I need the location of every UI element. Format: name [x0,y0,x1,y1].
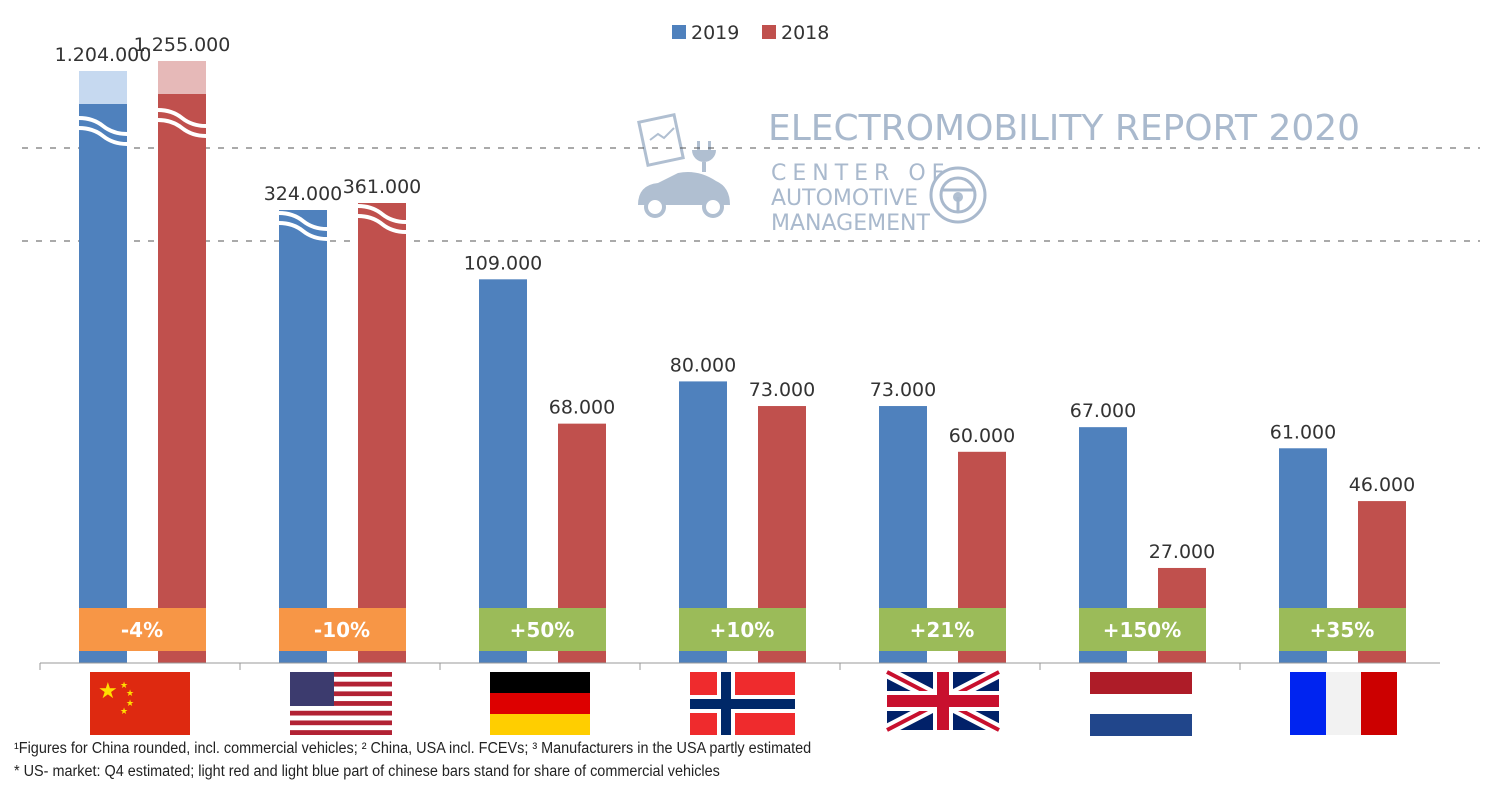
axis-break-mark [278,221,328,241]
bar-2018-china [158,61,206,663]
growth-badge [479,608,606,651]
svg-text:★: ★ [126,689,134,699]
growth-label: +35% [1310,618,1375,642]
growth-label: +10% [710,618,775,642]
svg-text:★: ★ [126,699,134,709]
growth-badge [679,608,806,651]
flag-china-icon: ★ ★★★★ [90,672,190,735]
logo-title: ELECTROMOBILITY REPORT 2020 [768,108,1360,149]
flag-france-icon [1290,672,1397,735]
svg-text:★: ★ [98,679,118,704]
data-label: 109.000 [464,252,543,274]
growth-badge [79,608,206,651]
growth-badge [879,608,1006,651]
growth-badge [1279,608,1406,651]
data-label: 1.204.000 [55,44,152,66]
data-label: 1.255.000 [134,34,231,56]
commercial-vehicles-share [158,61,206,94]
flag-usa-icon [290,672,392,735]
legend-label-2019: 2019 [691,22,739,44]
bar-2018-usa [358,203,406,663]
data-label: 46.000 [1349,474,1415,496]
bar-2019-china [79,71,127,663]
axis-break-mark [357,214,407,234]
growth-label: -10% [314,618,370,642]
flag-norway-icon [690,672,795,735]
flag-germany-icon [490,672,590,735]
data-label: 324.000 [264,183,343,205]
data-label: 67.000 [1070,400,1136,422]
data-label: 73.000 [749,379,815,401]
bar-2019-usa [279,210,327,663]
data-label: 27.000 [1149,541,1215,563]
legend-swatch-2018 [762,25,776,39]
svg-text:★: ★ [120,681,128,691]
growth-label: -4% [121,618,163,642]
steering-wheel-icon [929,166,987,224]
footnote-2: * US- market: Q4 estimated; light red an… [14,763,720,780]
logo-line1: CENTER OF [771,161,950,186]
logo: ELECTROMOBILITY REPORT 2020 CENTER OF AU… [637,108,1360,236]
growth-label: +50% [510,618,575,642]
axis-break-mark [78,126,128,146]
data-label: 361.000 [343,176,422,198]
legend-swatch-2019 [672,25,686,39]
growth-label: +150% [1103,618,1182,642]
logo-line3: MANAGEMENT [771,211,930,236]
data-label: 60.000 [949,425,1015,447]
axis-break-mark [78,116,128,136]
bar-2019-germany [479,279,527,663]
legend: 2019 2018 [672,22,829,44]
data-label: 68.000 [549,397,615,419]
car-plug-icon [637,112,730,218]
growth-label: +21% [910,618,975,642]
axis-break-mark [157,118,207,138]
flag-netherlands-icon [1090,672,1192,736]
footnote-1: ¹Figures for China rounded, incl. commer… [14,740,812,757]
data-label: 73.000 [870,379,936,401]
axis-break-mark [278,211,328,231]
flag-uk-icon [884,666,1002,736]
logo-line2: AUTOMOTIVE [771,186,918,211]
data-label: 80.000 [670,354,736,376]
axis-break-mark [357,204,407,224]
growth-badge [279,608,406,651]
data-label: 61.000 [1270,421,1336,443]
growth-badge [1079,608,1206,651]
axis-break-mark [157,108,207,128]
svg-text:★: ★ [120,707,128,717]
commercial-vehicles-share [79,71,127,104]
legend-label-2018: 2018 [781,22,829,44]
